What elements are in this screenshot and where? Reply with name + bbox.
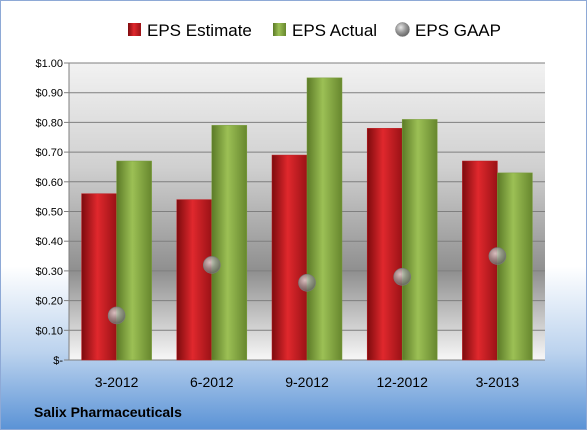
bar-eps-estimate [81, 193, 117, 361]
y-tick-label: $0.30 [35, 266, 63, 278]
x-axis-categories: 3-2012 6-2012 9-2012 12-2012 3-2013 [95, 374, 520, 390]
bar-eps-estimate [366, 128, 403, 361]
y-tick-label: $0.90 [35, 88, 63, 100]
y-tick-label: $1.00 [35, 58, 63, 70]
legend-label: EPS Actual [292, 21, 377, 40]
bar-eps-estimate [271, 154, 308, 361]
y-tick-label: $0.60 [35, 177, 63, 189]
y-tick-label: $0.80 [35, 117, 63, 129]
x-category-label: 3-2012 [95, 374, 139, 390]
y-tick-label: $0.70 [35, 147, 63, 159]
marker-eps-gaap [107, 306, 126, 325]
x-category-label: 12-2012 [377, 374, 429, 390]
x-category-label: 9-2012 [285, 374, 329, 390]
marker-eps-gaap [203, 256, 221, 274]
legend-eps-gaap: EPS GAAP [395, 21, 501, 40]
legend-swatch [395, 22, 410, 37]
bar-eps-actual [211, 125, 248, 361]
x-category-label: 6-2012 [190, 374, 234, 390]
legend-label: EPS Estimate [147, 21, 252, 40]
legend-swatch [273, 23, 286, 36]
y-tick-label: $0.40 [35, 236, 63, 248]
bars [81, 77, 533, 361]
company-label: Salix Pharmaceuticals [34, 404, 182, 420]
bar-eps-actual [306, 77, 343, 361]
marker-eps-gaap [488, 247, 507, 265]
gaap-markers [107, 247, 507, 325]
legend: EPS Estimate EPS Actual EPS GAAP [128, 21, 501, 40]
marker-eps-gaap [393, 268, 412, 286]
legend-eps-actual: EPS Actual [273, 21, 377, 40]
y-tick-label: $0.20 [35, 296, 63, 308]
bar-eps-estimate [176, 199, 213, 361]
bar-eps-actual [497, 172, 533, 361]
marker-eps-gaap [298, 273, 316, 292]
bar-eps-actual [401, 119, 438, 361]
legend-swatch [128, 23, 141, 36]
bar-eps-actual [116, 160, 152, 361]
y-tick-label: $0.10 [35, 325, 63, 337]
y-axis-ticks: $- $0.10 $0.20 $0.30 $0.40 $0.50 $0.60 $0.70 $0.… [35, 58, 63, 367]
legend-eps-estimate: EPS Estimate [128, 21, 252, 40]
y-tick-label: $0.50 [35, 207, 63, 219]
legend-label: EPS GAAP [415, 21, 501, 40]
y-tick-label: $- [53, 355, 63, 367]
x-category-label: 3-2013 [476, 374, 520, 390]
